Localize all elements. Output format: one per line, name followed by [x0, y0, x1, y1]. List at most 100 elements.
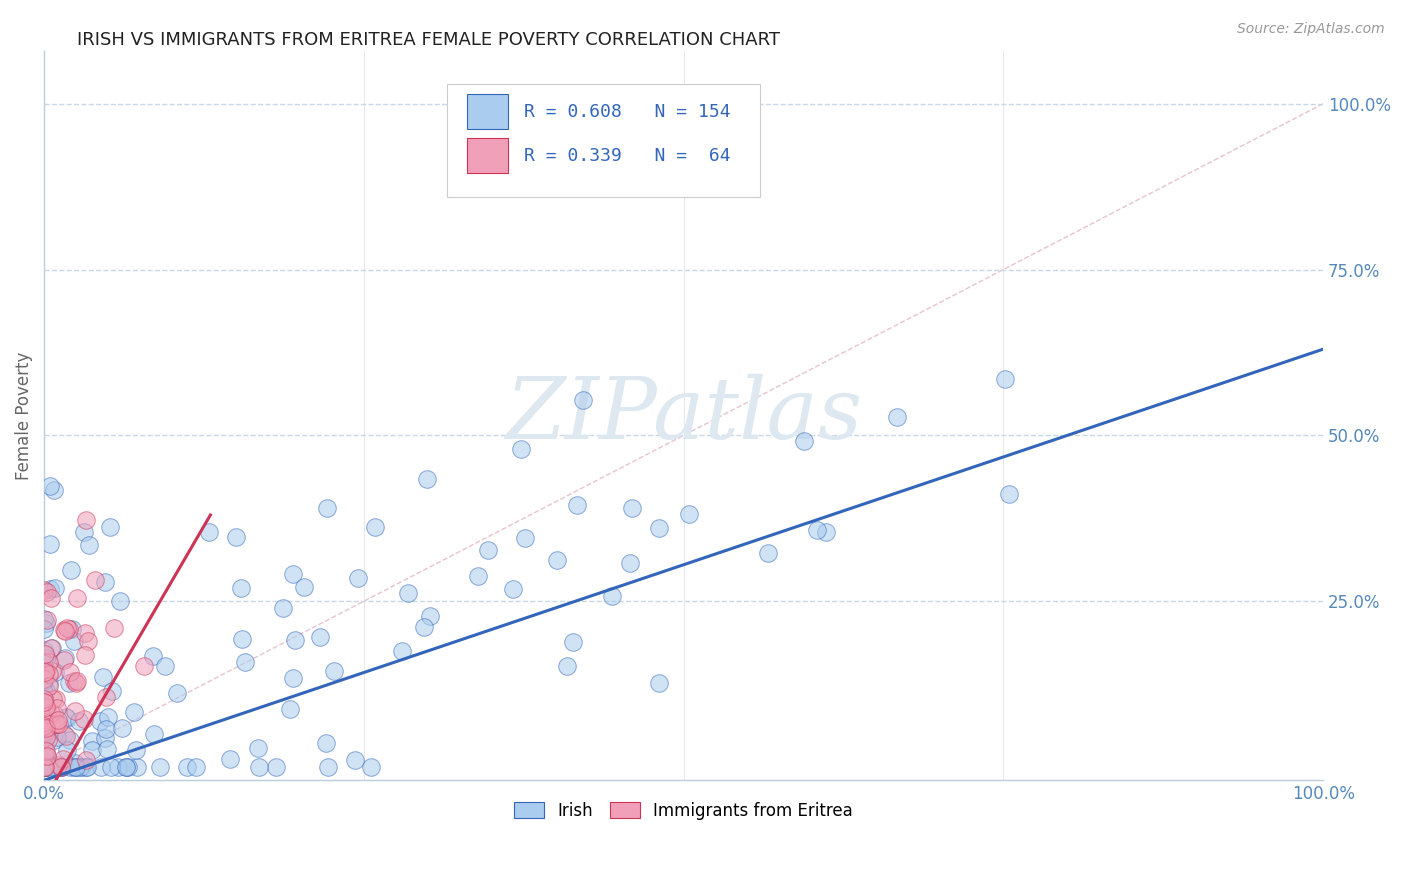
- Point: [391, 643, 413, 657]
- Point: [65, 760, 87, 774]
- Point: [35, 706, 58, 721]
- Legend: Irish, Immigrants from Eritrea: Irish, Immigrants from Eritrea: [508, 796, 859, 827]
- Point: [60, 622, 83, 636]
- Point: [34, 725, 56, 739]
- Point: [76, 760, 98, 774]
- Point: [32, 718, 55, 732]
- Point: [35, 650, 58, 665]
- Point: [63, 704, 86, 718]
- Point: [38, 582, 60, 597]
- Point: [63, 674, 86, 689]
- Point: [264, 760, 287, 774]
- Point: [343, 753, 366, 767]
- Point: [32, 760, 55, 774]
- Point: [37, 733, 59, 747]
- Point: [247, 740, 270, 755]
- Point: [309, 630, 332, 644]
- Point: [132, 658, 155, 673]
- Point: [38, 756, 60, 771]
- Point: [49, 760, 72, 774]
- Point: [235, 656, 257, 670]
- FancyBboxPatch shape: [467, 95, 509, 129]
- Point: [229, 581, 252, 595]
- Point: [35, 760, 58, 774]
- Point: [45, 691, 67, 706]
- Point: [44, 665, 66, 680]
- Point: [101, 683, 124, 698]
- Point: [34, 760, 56, 774]
- Point: [32, 673, 55, 688]
- Point: [34, 725, 56, 739]
- Point: [35, 665, 58, 679]
- Point: [396, 585, 419, 599]
- Point: [42, 732, 65, 747]
- Point: [35, 730, 58, 744]
- Point: [90, 760, 112, 774]
- Point: [111, 721, 134, 735]
- Point: [619, 556, 641, 570]
- Point: [32, 760, 55, 774]
- Point: [117, 760, 139, 774]
- Point: [412, 620, 434, 634]
- Point: [125, 743, 148, 757]
- Point: [32, 652, 55, 666]
- Point: [97, 710, 120, 724]
- Y-axis label: Female Poverty: Female Poverty: [15, 351, 32, 480]
- Point: [32, 760, 55, 774]
- Point: [176, 760, 198, 774]
- Point: [678, 508, 700, 522]
- Point: [51, 760, 73, 774]
- Point: [621, 501, 644, 516]
- Point: [32, 582, 55, 597]
- Point: [513, 531, 536, 545]
- Point: [72, 712, 94, 726]
- Point: [322, 664, 344, 678]
- Point: [155, 659, 177, 673]
- Point: [34, 665, 56, 679]
- Point: [600, 589, 623, 603]
- Point: [58, 676, 80, 690]
- Point: [75, 753, 97, 767]
- Point: [35, 585, 58, 599]
- Point: [63, 760, 86, 774]
- Point: [103, 622, 125, 636]
- Point: [34, 720, 56, 734]
- Point: [32, 643, 55, 657]
- Point: [45, 716, 67, 731]
- Point: [32, 695, 55, 709]
- Point: [793, 434, 815, 448]
- Point: [53, 651, 76, 665]
- Point: [108, 594, 131, 608]
- Point: [37, 714, 59, 729]
- Point: [75, 513, 97, 527]
- Point: [994, 372, 1017, 386]
- Point: [35, 749, 58, 764]
- Point: [565, 498, 588, 512]
- Point: [44, 717, 66, 731]
- Point: [69, 760, 91, 774]
- Point: [59, 760, 82, 774]
- Point: [572, 393, 595, 408]
- Point: [502, 582, 524, 596]
- Point: [65, 676, 87, 690]
- Point: [278, 702, 301, 716]
- Point: [55, 624, 77, 638]
- Point: [80, 743, 103, 757]
- Point: [814, 524, 837, 539]
- Point: [32, 760, 55, 774]
- Point: [35, 728, 58, 742]
- Point: [98, 520, 121, 534]
- Point: [34, 648, 56, 662]
- Point: [94, 690, 117, 705]
- Point: [52, 653, 75, 667]
- Point: [292, 580, 315, 594]
- Point: [34, 694, 56, 708]
- Point: [561, 635, 583, 649]
- Point: [100, 760, 122, 774]
- Point: [39, 641, 62, 656]
- Point: [555, 659, 578, 673]
- Text: R = 0.339   N =  64: R = 0.339 N = 64: [524, 147, 730, 165]
- Point: [218, 752, 240, 766]
- Point: [94, 722, 117, 736]
- Text: Source: ZipAtlas.com: Source: ZipAtlas.com: [1237, 22, 1385, 37]
